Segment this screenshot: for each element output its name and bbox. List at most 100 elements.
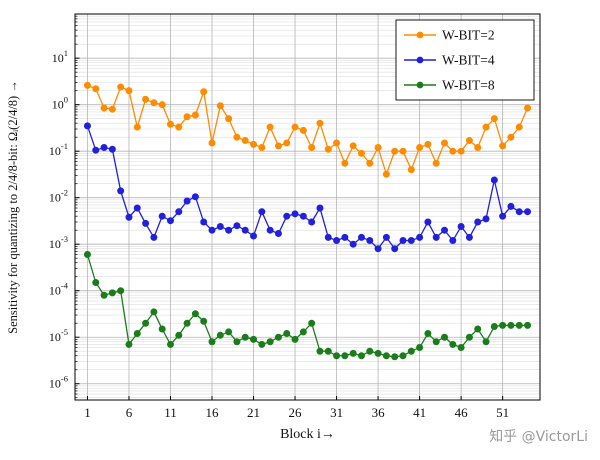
marker [233, 133, 241, 141]
legend-item: W-BIT=4 [404, 53, 495, 68]
marker [208, 226, 216, 234]
marker [108, 105, 116, 113]
svg-text:6: 6 [126, 405, 133, 420]
svg-text:100: 100 [52, 95, 68, 112]
marker [258, 144, 266, 152]
marker [258, 208, 266, 216]
marker [142, 95, 150, 103]
marker [175, 123, 183, 131]
marker [366, 347, 374, 355]
marker [150, 308, 158, 316]
series-w-bit-2 [83, 81, 532, 178]
marker [200, 317, 208, 325]
marker [515, 321, 523, 329]
marker [499, 142, 507, 150]
marker [108, 289, 116, 297]
series-w-bit-8 [83, 251, 532, 361]
series-w-bit-4 [83, 122, 532, 253]
marker [366, 159, 374, 167]
marker [158, 101, 166, 109]
marker [399, 352, 407, 360]
marker [407, 166, 415, 174]
marker [324, 145, 332, 153]
marker [416, 144, 424, 152]
marker [133, 204, 141, 212]
svg-text:16: 16 [206, 405, 220, 420]
marker [333, 139, 341, 147]
marker [507, 202, 515, 210]
marker [515, 123, 523, 131]
marker [150, 233, 158, 241]
marker [449, 147, 457, 155]
marker [183, 113, 191, 121]
marker [507, 133, 515, 141]
marker [92, 85, 100, 93]
marker [274, 142, 282, 150]
marker [283, 212, 291, 220]
marker [266, 226, 274, 234]
marker [465, 136, 473, 144]
marker [274, 333, 282, 341]
marker [407, 237, 415, 245]
marker [125, 213, 133, 221]
marker [266, 338, 274, 346]
marker [183, 197, 191, 205]
marker [457, 223, 465, 231]
marker [341, 159, 349, 167]
x-axis-ticks: 1 6 11 16 21 26 31 36 41 46 51 [84, 396, 509, 420]
marker [515, 208, 523, 216]
marker [225, 328, 233, 336]
x-axis-label: Block i→ [280, 427, 335, 442]
marker [83, 122, 91, 130]
marker [299, 212, 307, 220]
marker [424, 218, 432, 226]
marker [117, 83, 125, 91]
marker [441, 226, 449, 234]
marker [133, 330, 141, 338]
marker [291, 123, 299, 131]
marker [125, 87, 133, 95]
marker [233, 222, 241, 230]
marker [432, 338, 440, 346]
marker [200, 218, 208, 226]
marker [175, 331, 183, 339]
marker [216, 223, 224, 231]
marker [316, 119, 324, 127]
marker [524, 208, 532, 216]
marker [391, 245, 399, 253]
marker [175, 208, 183, 216]
marker [100, 144, 108, 152]
marker [382, 170, 390, 178]
marker [333, 352, 341, 360]
marker [482, 123, 490, 131]
marker [216, 331, 224, 339]
marker [499, 212, 507, 220]
marker [391, 353, 399, 361]
marker [308, 218, 316, 226]
marker [225, 115, 233, 123]
marker [432, 233, 440, 241]
marker [100, 291, 108, 299]
marker [324, 233, 332, 241]
marker [274, 229, 282, 237]
marker [357, 352, 365, 360]
marker [291, 210, 299, 218]
marker [349, 240, 357, 248]
svg-text:10-4: 10-4 [49, 281, 69, 298]
svg-text:31: 31 [330, 405, 343, 420]
marker [191, 310, 199, 318]
plot-frame [74, 13, 541, 401]
marker [399, 237, 407, 245]
grid-minor [75, 15, 540, 399]
marker [374, 144, 382, 152]
marker [490, 322, 498, 330]
svg-text:10-5: 10-5 [49, 327, 68, 344]
marker [250, 335, 258, 343]
marker [524, 321, 532, 329]
marker [191, 193, 199, 201]
marker [374, 245, 382, 253]
marker [142, 219, 150, 227]
marker [166, 340, 174, 348]
y-axis-label: Sensitivity for quantizing to 2/4/8-bit:… [6, 80, 20, 334]
marker [241, 136, 249, 144]
